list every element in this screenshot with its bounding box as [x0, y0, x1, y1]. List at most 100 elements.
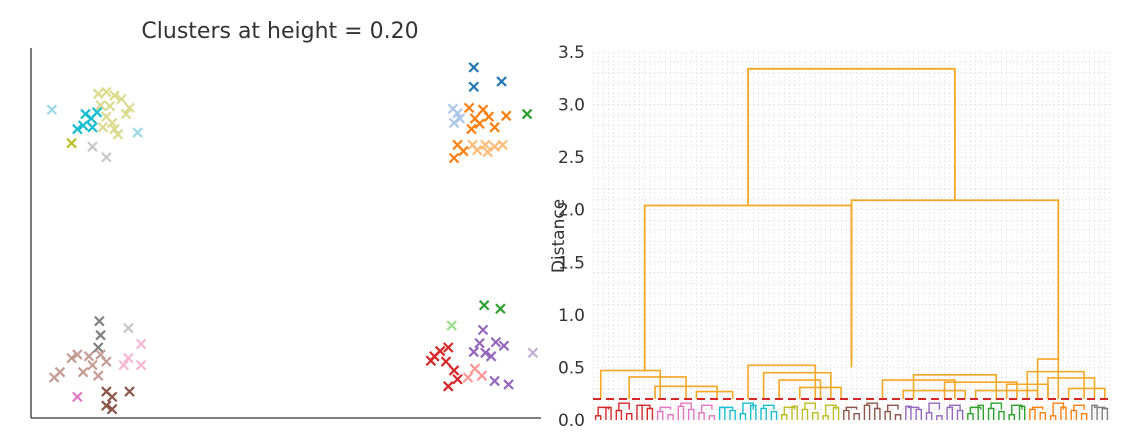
mid-level-links	[599, 358, 1106, 399]
leaf-link	[894, 414, 902, 420]
scatter-point	[109, 123, 120, 135]
scatter-point	[94, 315, 105, 327]
leaf-link	[1008, 414, 1016, 420]
cluster-link	[804, 402, 817, 410]
top-merge-link	[747, 67, 956, 206]
scatter-point	[468, 62, 480, 73]
scatter-point	[452, 373, 463, 385]
leaf-link	[1060, 406, 1067, 420]
merge-link	[1005, 383, 1049, 399]
leaf-link	[843, 409, 850, 420]
scatter-point	[489, 141, 500, 152]
scatter-point	[448, 365, 460, 376]
cluster-link	[783, 406, 796, 415]
scatter-point	[72, 391, 83, 403]
cluster-link	[1052, 402, 1065, 416]
scatter-point	[500, 110, 512, 122]
scatter-point	[118, 359, 130, 371]
scatter-point	[489, 375, 500, 387]
leaf-link	[853, 412, 860, 420]
scatter-point	[485, 351, 497, 362]
scatter-point	[87, 141, 98, 152]
scatter-points	[46, 62, 539, 415]
scatter-point	[462, 372, 474, 383]
leaf-link	[791, 405, 798, 420]
leaf-link	[646, 407, 654, 420]
leaf-link	[832, 406, 840, 420]
leaf-link	[874, 407, 881, 420]
scatter-point	[466, 123, 477, 135]
cluster-link	[907, 406, 920, 410]
scatter-point	[92, 370, 104, 381]
y-tick-label: 1.5	[558, 253, 585, 273]
scatter-point	[463, 102, 475, 114]
scatter-point	[97, 122, 109, 133]
leaf-link	[605, 406, 612, 420]
scatter-point	[468, 81, 480, 93]
scatter-point	[112, 129, 124, 140]
scatter-point	[92, 342, 104, 353]
leaf-link	[615, 409, 623, 420]
leaf-link	[812, 411, 819, 420]
scatter-point	[448, 117, 460, 129]
scatter-point	[489, 122, 500, 133]
leaf-link	[905, 405, 912, 420]
scatter-point	[446, 320, 458, 331]
leaf-link	[708, 415, 716, 420]
dendrogram-panel: Distance 0.0 0.5 1.0 1.5 2.0 2.5 3.0 3.5	[540, 0, 1128, 440]
merge-link	[799, 386, 842, 399]
scatter-point	[458, 145, 469, 157]
leaf-link	[936, 415, 943, 420]
merge-link	[912, 373, 998, 399]
cluster-link	[659, 406, 672, 412]
scatter-point	[468, 346, 480, 358]
scatter-point	[496, 76, 507, 87]
scatter-point	[106, 117, 118, 129]
cluster-link	[722, 406, 734, 410]
scatter-point	[495, 303, 506, 315]
leaf-link	[1039, 411, 1047, 420]
scatter-point	[527, 347, 539, 359]
cluster-link	[597, 406, 610, 416]
scatter-point	[498, 340, 510, 352]
leaf-link	[667, 414, 674, 420]
leaf-link	[1070, 409, 1078, 420]
scatter-point	[442, 342, 454, 353]
leaf-link	[625, 412, 633, 420]
leaf-link	[760, 407, 767, 420]
scatter-point	[135, 359, 147, 371]
scatter-point	[66, 352, 77, 364]
leaf-link	[1029, 408, 1036, 420]
scatter-point	[448, 152, 460, 164]
scatter-point	[91, 107, 103, 118]
scatter-point	[46, 104, 58, 115]
cluster-link	[1011, 404, 1023, 415]
scatter-point	[476, 370, 488, 381]
scatter-point	[425, 355, 437, 367]
top-level-links	[643, 67, 1060, 371]
scatter-point	[48, 372, 60, 383]
leaf-link	[884, 410, 891, 420]
y-tick-label: 0.0	[558, 411, 585, 431]
y-tick-label: 2.5	[558, 148, 585, 168]
leaf-link	[998, 410, 1005, 420]
scatter-point	[452, 107, 463, 119]
merge-link	[881, 379, 956, 399]
merge-link	[778, 379, 822, 399]
scatter-point	[101, 400, 112, 411]
cluster-link	[990, 402, 1003, 410]
scatter-point	[77, 366, 89, 378]
leaf-link	[749, 404, 757, 420]
scatter-point	[490, 336, 502, 348]
scatter-point	[120, 108, 132, 120]
scatter-point	[471, 144, 483, 156]
cluster-link	[762, 404, 775, 410]
cluster-link	[866, 402, 879, 410]
cluster-link	[1031, 406, 1044, 410]
y-tick-label: 0.5	[558, 358, 585, 378]
scatter-point	[123, 352, 134, 364]
leaf-link	[770, 410, 778, 420]
scatter-point	[95, 329, 106, 341]
scatter-point	[474, 118, 485, 130]
cluster-link	[618, 402, 630, 411]
